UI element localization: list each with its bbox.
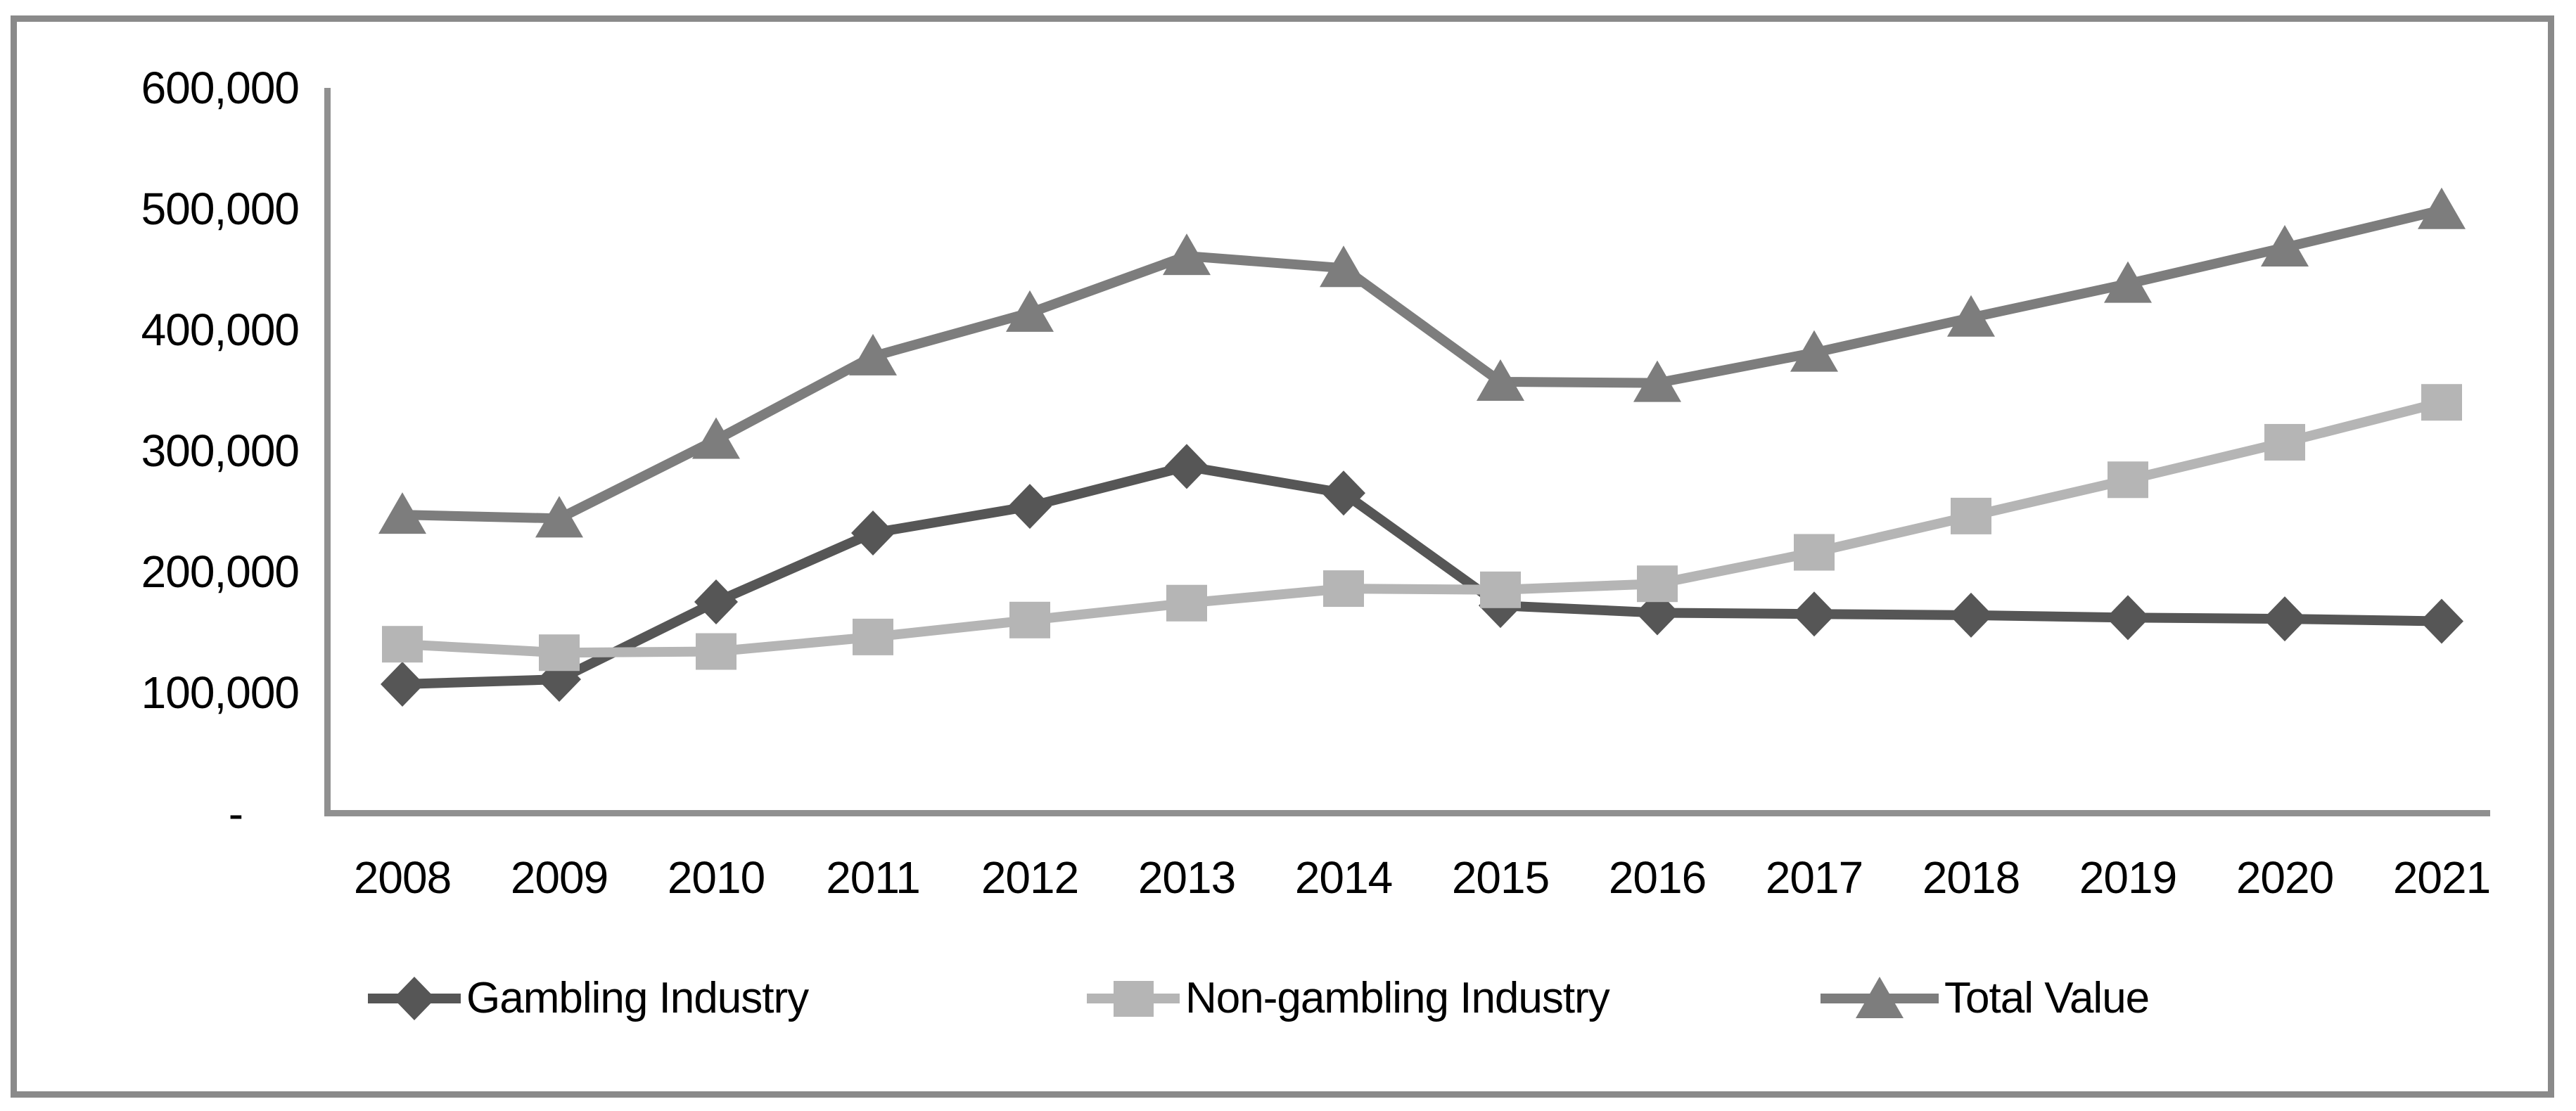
x-axis-tick-label: 2012 bbox=[981, 852, 1079, 903]
data-point-marker-triangle bbox=[2418, 187, 2466, 229]
data-point-marker-square bbox=[1480, 571, 1521, 608]
y-axis-tick-label: 100,000 bbox=[141, 667, 300, 718]
y-axis-tick-label: 400,000 bbox=[141, 304, 300, 355]
x-axis-tick-label: 2020 bbox=[2236, 852, 2334, 903]
data-point-marker-square bbox=[1166, 584, 1207, 622]
data-point-marker-diamond bbox=[2263, 596, 2307, 642]
y-axis-tick-label: 300,000 bbox=[141, 425, 300, 476]
data-point-marker-triangle bbox=[1633, 360, 1681, 402]
legend-item-gambling-industry: Gambling Industry bbox=[368, 969, 809, 1028]
data-point-marker-square bbox=[1951, 497, 1991, 534]
legend-item-total-value: Total Value bbox=[1821, 969, 2150, 1028]
data-point-marker-triangle bbox=[849, 333, 897, 375]
data-point-marker-square bbox=[382, 626, 423, 663]
data-point-marker-square bbox=[539, 634, 580, 672]
data-point-marker-diamond bbox=[1165, 444, 1209, 489]
data-point-marker-diamond bbox=[851, 510, 895, 556]
x-axis-tick-label: 2015 bbox=[1451, 852, 1550, 903]
data-point-marker-diamond bbox=[2420, 598, 2463, 644]
legend-label: Non-gambling Industry bbox=[1185, 974, 1610, 1022]
data-point-marker-triangle bbox=[692, 417, 740, 459]
series-line-total-value bbox=[402, 205, 2443, 524]
data-point-marker-triangle bbox=[378, 492, 426, 534]
y-axis-tick-label: - bbox=[228, 788, 243, 839]
data-point-marker-square bbox=[853, 618, 893, 655]
legend-label: Gambling Industry bbox=[466, 974, 809, 1022]
y-axis-tick-label: 200,000 bbox=[141, 546, 300, 597]
data-point-marker-triangle bbox=[1477, 359, 1524, 401]
data-point-marker-diamond bbox=[1008, 484, 1052, 529]
data-point-marker-diamond bbox=[381, 661, 424, 707]
x-axis-tick-label: 2011 bbox=[826, 852, 921, 903]
x-axis-tick-label: 2017 bbox=[1765, 852, 1863, 903]
data-point-marker-diamond bbox=[694, 579, 738, 624]
legend-item-non-gambling-industry: Non-gambling Industry bbox=[1087, 969, 1610, 1028]
x-axis-tick-label: 2014 bbox=[1294, 852, 1393, 903]
data-point-marker-diamond bbox=[1949, 592, 1993, 638]
x-axis-tick-label: 2016 bbox=[1608, 852, 1707, 903]
data-point-marker-square bbox=[1009, 601, 1050, 638]
x-axis-tick-label: 2010 bbox=[667, 852, 765, 903]
triangle-legend-icon bbox=[1821, 977, 1939, 1018]
data-point-marker-square bbox=[1794, 534, 1835, 571]
data-point-marker-square bbox=[1323, 570, 1364, 608]
data-point-marker-square bbox=[1637, 565, 1678, 603]
data-point-marker-triangle bbox=[1163, 233, 1211, 276]
data-point-marker-diamond bbox=[2106, 595, 2150, 641]
legend-label: Total Value bbox=[1944, 974, 2150, 1022]
series-line-gambling-industry bbox=[402, 461, 2442, 689]
series-line-non-gambling-industry bbox=[402, 397, 2443, 658]
data-point-marker-triangle bbox=[1790, 330, 1838, 372]
x-axis-tick-label: 2018 bbox=[1922, 852, 2020, 903]
data-point-marker-triangle bbox=[1947, 295, 1995, 337]
data-point-marker-square bbox=[2264, 423, 2305, 461]
chart-border bbox=[11, 15, 2554, 1098]
data-point-marker-square bbox=[696, 633, 737, 670]
x-axis-tick-label: 2008 bbox=[353, 852, 452, 903]
data-point-marker-square bbox=[2108, 461, 2148, 499]
x-axis-tick-label: 2019 bbox=[2079, 852, 2177, 903]
data-point-marker-triangle bbox=[2261, 225, 2309, 267]
data-point-marker-triangle bbox=[535, 496, 583, 538]
y-axis-tick-label: 500,000 bbox=[141, 184, 300, 234]
x-axis-tick-label: 2021 bbox=[2392, 852, 2491, 903]
data-point-marker-square bbox=[2421, 384, 2462, 421]
y-axis-tick-label: 600,000 bbox=[141, 63, 300, 113]
data-point-marker-triangle bbox=[2104, 261, 2152, 303]
diamond-legend-icon bbox=[368, 977, 461, 1020]
data-point-marker-triangle bbox=[1320, 245, 1367, 288]
square-legend-icon bbox=[1087, 981, 1180, 1017]
x-axis-tick-label: 2009 bbox=[510, 852, 608, 903]
data-point-marker-triangle bbox=[1006, 290, 1054, 332]
legend: Gambling Industry Non-gambling Industry … bbox=[0, 969, 2576, 1032]
x-axis-tick-label: 2013 bbox=[1137, 852, 1236, 903]
data-point-marker-diamond bbox=[1792, 591, 1836, 637]
data-point-marker-diamond bbox=[1322, 470, 1365, 516]
